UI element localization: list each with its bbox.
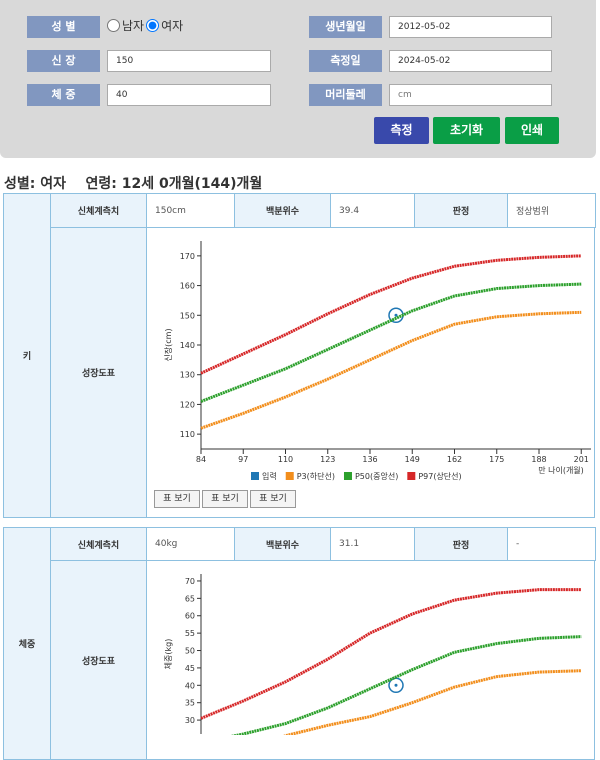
label: 신 장 xyxy=(27,50,100,72)
table-button[interactable]: 표 보기 xyxy=(202,490,248,508)
x-tick-label: 175 xyxy=(489,455,504,464)
x-tick-label: 136 xyxy=(362,455,377,464)
y-tick-label: 60 xyxy=(185,612,195,621)
y-tick-label: 40 xyxy=(185,681,195,690)
reset-button[interactable]: 초기화 xyxy=(433,117,500,144)
y-tick-label: 150 xyxy=(180,311,195,320)
y-tick-label: 35 xyxy=(185,699,195,708)
x-tick-label: 149 xyxy=(405,455,420,464)
chart-cell xyxy=(146,227,595,518)
input[interactable]: 2024-05-02 xyxy=(389,50,552,72)
label: 체 중 xyxy=(27,84,100,106)
row-header: 체중 xyxy=(3,527,51,760)
measure-label: 신체계측치 xyxy=(50,193,147,228)
judge-label: 판정 xyxy=(414,527,508,561)
label: 성 별 xyxy=(27,16,100,38)
gender: 성별: 여자 xyxy=(4,176,66,192)
growth-chart: 30 35 40 45 50 55 60 65 70 체중(kg) xyxy=(163,574,582,735)
input[interactable]: 40 xyxy=(107,84,271,106)
radio[interactable] xyxy=(107,19,120,32)
y-tick-label: 170 xyxy=(180,252,195,261)
y-tick-label: 70 xyxy=(185,577,195,586)
x-tick-label: 84 xyxy=(196,455,206,464)
y-tick-label: 120 xyxy=(180,400,195,409)
y-tick-label: 130 xyxy=(180,371,195,380)
y-tick-label: 140 xyxy=(180,341,195,350)
x-tick-label: 110 xyxy=(278,455,293,464)
judge: - xyxy=(507,527,596,561)
x-tick-label: 162 xyxy=(447,455,462,464)
input[interactable]: 2012-05-02 xyxy=(389,16,552,38)
table-button[interactable]: 표 보기 xyxy=(250,490,296,508)
chart-label: 성장도표 xyxy=(50,227,147,518)
percentile-line xyxy=(283,669,582,735)
legend-swatch xyxy=(285,472,294,480)
percentile-label: 백분위수 xyxy=(234,527,331,561)
y-tick-label: 65 xyxy=(185,594,195,603)
x-tick-label: 123 xyxy=(320,455,335,464)
age: 연령: 12세 0개월(144)개월 xyxy=(85,176,263,192)
y-tick-label: 50 xyxy=(185,647,195,656)
radio[interactable] xyxy=(146,19,160,32)
y-tick-label: 30 xyxy=(185,716,195,725)
x-tick-label: 97 xyxy=(238,455,248,464)
percentile-line xyxy=(200,254,582,375)
y-tick-label: 55 xyxy=(185,629,195,638)
legend-swatch xyxy=(407,472,416,480)
measure: 40kg xyxy=(146,527,235,561)
measure-label: 신체계측치 xyxy=(50,527,147,561)
growth-chart: 110 120 130 140 150 160 170 84 97 110 123 136 149 162… xyxy=(163,241,591,481)
option: 남자 xyxy=(122,19,145,33)
row-header: 키 xyxy=(3,193,51,518)
percentile-line xyxy=(230,635,582,735)
y-tick-label: 160 xyxy=(180,282,195,291)
print-button[interactable]: 인쇄 xyxy=(505,117,559,144)
y-axis-label: 체중(kg) xyxy=(163,639,173,670)
y-tick-label: 110 xyxy=(180,430,195,439)
percentile: 31.1 xyxy=(330,527,415,561)
option: 여자 xyxy=(161,19,184,33)
label: 머리둘레 xyxy=(309,84,382,106)
legend-swatch xyxy=(251,472,259,480)
percentile-line xyxy=(200,282,582,403)
x-tick-label: 188 xyxy=(531,455,546,464)
percentile-line xyxy=(200,310,582,430)
label: 생년월일 xyxy=(309,16,382,38)
legend-label: 입력 xyxy=(262,471,277,481)
judge-label: 판정 xyxy=(414,193,508,228)
input[interactable]: 150 xyxy=(107,50,271,72)
judge: 정상범위 xyxy=(507,193,596,228)
input-dot xyxy=(394,683,398,687)
percentile-label: 백분위수 xyxy=(234,193,331,228)
input[interactable]: cm xyxy=(389,84,552,106)
y-axis-label: 신장(cm) xyxy=(163,328,173,361)
table-button[interactable]: 표 보기 xyxy=(154,490,200,508)
percentile-line xyxy=(200,588,582,720)
legend-label: P50(중앙선) xyxy=(355,471,398,481)
input-dot xyxy=(394,313,398,317)
x-axis-label: 만 나이(개월) xyxy=(538,465,584,475)
x-tick-label: 201 xyxy=(574,455,589,464)
chart-label: 성장도표 xyxy=(50,560,147,760)
percentile: 39.4 xyxy=(330,193,415,228)
label: 측정일 xyxy=(309,50,382,72)
gender-radio: 남자 여자 xyxy=(107,17,183,34)
measure: 150cm xyxy=(146,193,235,228)
legend-label: P3(하단선) xyxy=(297,471,335,481)
legend-swatch xyxy=(343,472,352,480)
measure-button[interactable]: 측정 xyxy=(374,117,429,144)
y-tick-label: 45 xyxy=(185,664,195,673)
legend-label: P97(상단선) xyxy=(418,471,461,481)
summary: 성별: 여자 연령: 12세 0개월(144)개월 xyxy=(4,173,262,193)
